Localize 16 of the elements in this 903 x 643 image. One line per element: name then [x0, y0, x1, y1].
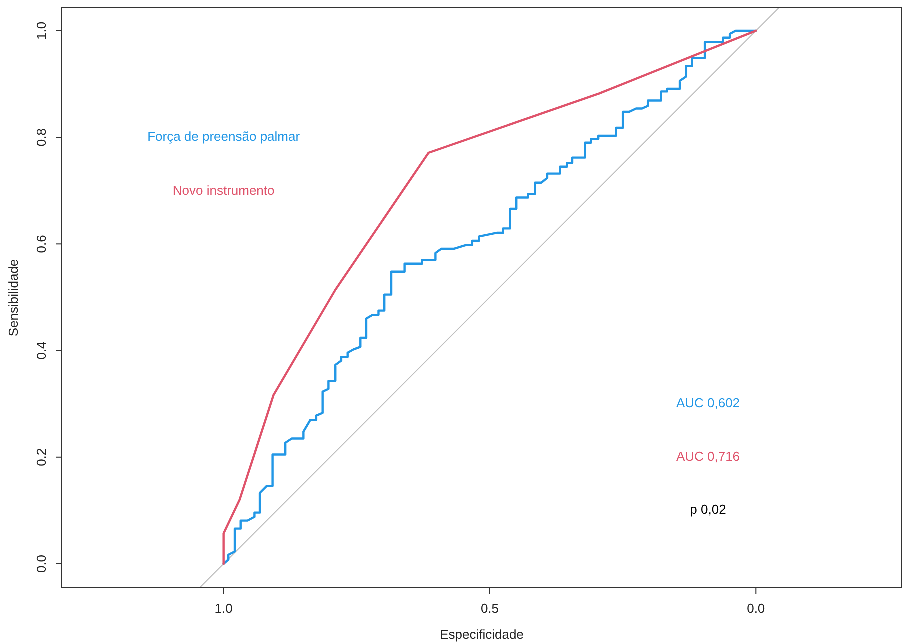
y-tick-label: 1.0: [34, 22, 49, 40]
y-tick-label: 0.4: [34, 342, 49, 360]
y-tick-label: 0.6: [34, 235, 49, 254]
annotation: AUC 0,716: [676, 448, 740, 464]
annotation: AUC 0,602: [676, 396, 740, 411]
x-axis-title: Especificidade: [440, 627, 524, 642]
x-tick-label: 1.0: [214, 601, 233, 616]
x-tick-label: 0.5: [480, 601, 500, 616]
text: Novo instrumento: [172, 182, 275, 198]
y-tick-label: 0.8: [34, 128, 49, 147]
annotation: p 0,02: [690, 502, 726, 518]
x-tick-label: 0.0: [747, 601, 766, 616]
y-tick-label: 0.0: [34, 554, 49, 574]
text: Força de preensão palmar: [148, 128, 301, 144]
y-tick-label: 0.2: [34, 448, 49, 466]
y-axis-title: Sensibilidade: [6, 259, 21, 337]
